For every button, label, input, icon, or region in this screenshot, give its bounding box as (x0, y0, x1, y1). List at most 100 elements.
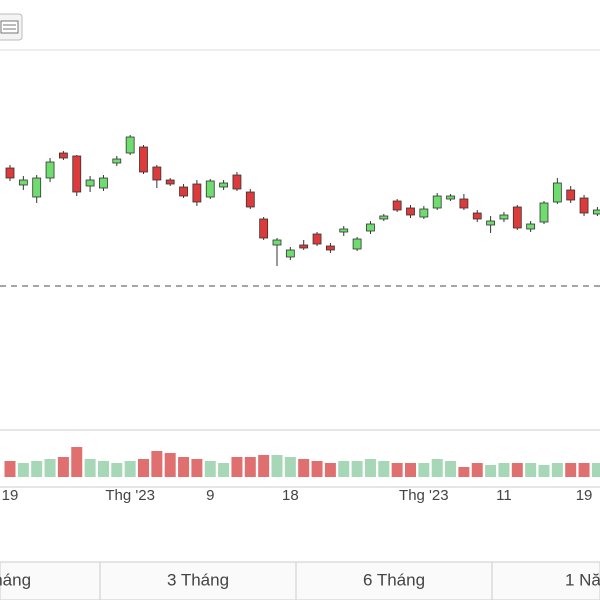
volume-bar (525, 463, 537, 477)
volume-bar (498, 463, 510, 477)
volume-bar (84, 459, 96, 477)
candle-body (499, 214, 509, 220)
volume-bar (378, 461, 390, 477)
candle-body (406, 207, 415, 216)
volume-bar (4, 461, 16, 477)
candle-body (59, 152, 68, 159)
candle-body (18, 179, 28, 186)
x-tick-label: 18 (282, 487, 299, 504)
volume-bar (431, 459, 443, 477)
volume-bar (57, 457, 69, 477)
volume-bar (218, 463, 230, 477)
candle-body (45, 161, 55, 179)
x-tick-label: Thg '23 (399, 487, 449, 504)
candle-body (325, 245, 335, 251)
candle-body (446, 195, 455, 200)
candle-body (259, 218, 269, 239)
volume-bar (271, 455, 283, 477)
x-tick-label: 9 (206, 487, 214, 504)
volume-bar (311, 461, 323, 477)
candle-body (152, 166, 162, 181)
candle-body (552, 182, 562, 203)
candle-body (192, 183, 202, 203)
volume-bar (538, 465, 550, 477)
volume-bar (244, 457, 256, 477)
x-tick-label: 19 (2, 487, 19, 504)
volume-bar (324, 463, 336, 477)
volume-bar (485, 465, 497, 477)
candle-body (32, 177, 42, 198)
range-tab[interactable]: 6 Tháng (363, 570, 425, 589)
volume-bar (284, 457, 296, 477)
candle-body (312, 233, 322, 245)
volume-bar (164, 453, 176, 477)
candle-body (432, 195, 442, 209)
volume-bar (258, 455, 270, 477)
candle-body (352, 238, 362, 250)
candle-body (5, 167, 15, 179)
x-tick-label: Thg '23 (105, 487, 155, 504)
candle-body (99, 177, 108, 189)
tab-bar (0, 561, 600, 600)
candle-body (366, 223, 375, 232)
candle-body (272, 239, 282, 246)
candle-body (285, 249, 295, 258)
candle-body (486, 220, 496, 226)
volume-bar (151, 451, 163, 477)
candle-body (392, 200, 402, 211)
volume-bar (44, 459, 56, 477)
candle-body (379, 215, 389, 220)
range-tab[interactable]: 1 Năm (565, 570, 600, 589)
volume-bar (551, 463, 563, 477)
candle-body (205, 180, 215, 198)
menu-icon (0, 20, 19, 34)
candle-body (459, 198, 469, 209)
volume-bar (138, 459, 149, 477)
range-tab[interactable]: 3 Tháng (167, 570, 229, 589)
volume-bar (351, 461, 363, 477)
candle-body (512, 206, 522, 229)
volume-bar (511, 463, 523, 477)
volume-bar (418, 463, 430, 477)
volume-bar (445, 461, 457, 477)
range-tab[interactable]: 1 Tháng (0, 570, 31, 589)
candle-body (526, 223, 536, 230)
candle-body (72, 155, 82, 193)
candle-body (579, 197, 589, 214)
volume-bar (578, 463, 590, 477)
candle-body (219, 182, 229, 188)
x-tick-label: 19 (576, 487, 593, 504)
volume-bar (31, 461, 43, 477)
volume-bar (471, 463, 483, 477)
volume-bar (298, 459, 310, 477)
candle-body (139, 146, 148, 173)
volume-bar (191, 459, 203, 477)
candle-body (125, 136, 135, 154)
volume-bar (338, 461, 350, 477)
candle-body (299, 244, 309, 249)
candle-body (419, 208, 429, 218)
x-tick-label: 11 (496, 487, 512, 504)
candle-body (179, 186, 188, 197)
volume-bar (591, 463, 600, 477)
volume-bar (364, 459, 376, 477)
candle-body (339, 228, 349, 233)
candle-body (112, 158, 122, 164)
volume-bar (111, 463, 123, 477)
candle-body (593, 209, 600, 215)
volume-bar (458, 467, 470, 477)
volume-bar (391, 463, 403, 477)
volume-bar (97, 461, 109, 477)
volume-bar (405, 463, 416, 477)
volume-bar (71, 447, 83, 477)
candle-body (85, 179, 95, 187)
volume-bar (231, 457, 243, 477)
candle-body (472, 212, 482, 220)
volume-bar (178, 457, 190, 477)
candle-body (245, 191, 255, 208)
candle-body (232, 174, 242, 190)
volume-bar (565, 463, 577, 477)
candle-body (165, 179, 175, 185)
